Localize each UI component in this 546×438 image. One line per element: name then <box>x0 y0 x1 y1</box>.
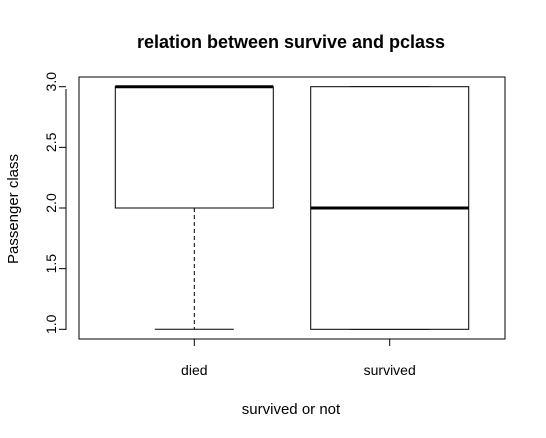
y-tick-label: 1.0 <box>43 314 59 334</box>
y-tick-label: 1.5 <box>43 254 59 274</box>
y-axis: 1.0 1.5 2.0 2.5 3.0 <box>43 72 66 334</box>
y-tick-label: 3.0 <box>43 72 59 92</box>
iqr-box <box>114 86 274 209</box>
box-series <box>114 85 470 330</box>
x-tick-label-died: died <box>181 362 207 378</box>
chart-title: relation between survive and pclass <box>137 32 445 52</box>
box-died <box>114 85 274 330</box>
x-axis: died survived <box>181 338 416 378</box>
x-tick-label-survived: survived <box>364 362 416 378</box>
box-survived <box>310 86 470 330</box>
y-tick-label: 2.0 <box>43 193 59 213</box>
y-tick-label: 2.5 <box>43 132 59 152</box>
x-axis-label: survived or not <box>242 401 341 418</box>
y-axis-label: Passenger class <box>5 154 22 264</box>
